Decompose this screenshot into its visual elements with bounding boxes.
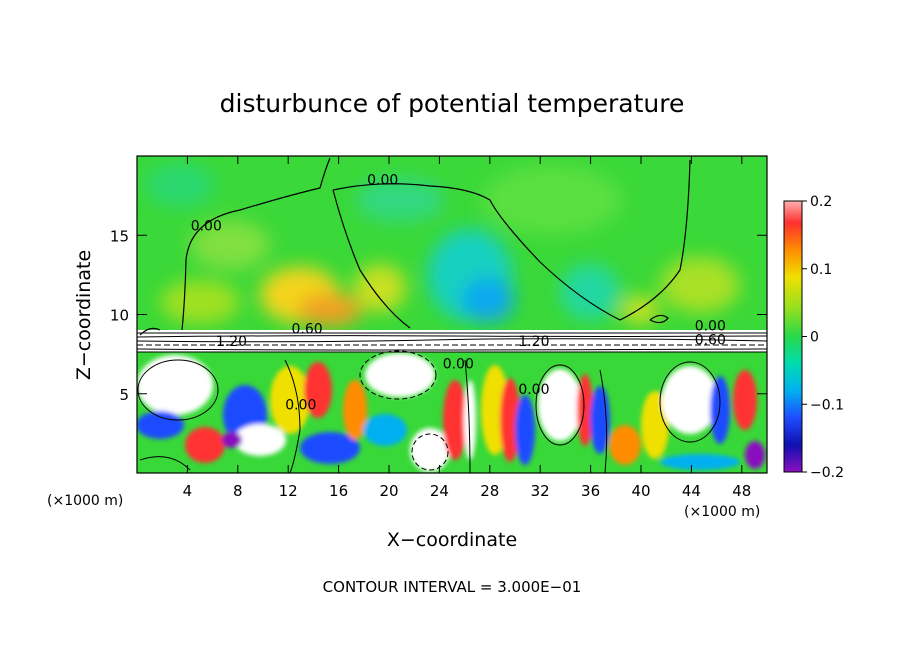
blob bbox=[609, 425, 641, 465]
x-tick-label: 40 bbox=[631, 482, 650, 500]
blob bbox=[462, 278, 514, 322]
blob bbox=[298, 294, 362, 326]
contour-interval-note: CONTOUR INTERVAL = 3.000E−01 bbox=[323, 578, 582, 596]
blob bbox=[464, 380, 476, 460]
colorbar-gradient bbox=[783, 200, 803, 473]
blob bbox=[560, 264, 620, 320]
blob bbox=[538, 369, 582, 441]
blob bbox=[577, 374, 593, 446]
blob bbox=[500, 378, 520, 462]
zero-contour bbox=[332, 159, 691, 321]
blob bbox=[745, 441, 765, 469]
contour-labels: 0.000.000.601.20 1.200.000.600.000.000.00 bbox=[191, 173, 726, 414]
blob bbox=[620, 296, 660, 324]
colorbar-tick-label: −0.1 bbox=[810, 397, 844, 413]
contour-label: 0.60 bbox=[292, 322, 323, 338]
zero-contour bbox=[139, 327, 161, 336]
contour-label: 0.00 bbox=[695, 318, 726, 334]
x-unit-right: (×1000 m) bbox=[684, 504, 760, 520]
y-axis-label: Z−coordinate bbox=[73, 250, 95, 380]
field-lower-blobs bbox=[137, 353, 765, 472]
x-tick-label: 44 bbox=[682, 482, 701, 500]
blob bbox=[234, 424, 286, 456]
blob bbox=[660, 257, 740, 313]
zero-contour bbox=[181, 157, 331, 331]
y-axis: 5 10 15 bbox=[110, 227, 767, 404]
contour-label: 0.00 bbox=[367, 173, 398, 189]
x-axis-label: X−coordinate bbox=[387, 529, 517, 551]
field-upper-blobs bbox=[145, 163, 740, 326]
blob bbox=[660, 454, 740, 470]
contour-label: 0.00 bbox=[285, 398, 316, 414]
zero-contours bbox=[139, 157, 691, 336]
lower-contours bbox=[137, 350, 721, 473]
x-tick-label: 8 bbox=[233, 482, 243, 500]
heatmap-field bbox=[137, 156, 767, 473]
contour-label: 0.00 bbox=[443, 356, 474, 372]
contour-label: 1.20 bbox=[216, 334, 247, 350]
contour-label: 0.00 bbox=[518, 382, 549, 398]
blob bbox=[160, 280, 240, 324]
colorbar-tick-label: 0.2 bbox=[810, 194, 832, 210]
x-unit-left: (×1000 m) bbox=[47, 493, 123, 509]
x-tick-label: 16 bbox=[329, 482, 348, 500]
blob bbox=[365, 353, 435, 397]
colorbar-tick-label: 0 bbox=[810, 330, 819, 346]
colorbar: 0.2 0.1 0 −0.1 −0.2 bbox=[783, 194, 844, 481]
zero-contour bbox=[649, 314, 669, 324]
x-tick-label: 12 bbox=[279, 482, 298, 500]
zero-contour bbox=[332, 189, 411, 329]
y-tick-label: 10 bbox=[110, 307, 129, 325]
y-tick-label: 5 bbox=[119, 386, 129, 404]
blob bbox=[662, 366, 718, 434]
blob bbox=[354, 264, 406, 312]
blob bbox=[137, 355, 213, 415]
blob bbox=[137, 411, 184, 439]
blob bbox=[641, 391, 669, 459]
colorbar-ticks: 0.2 0.1 0 −0.1 −0.2 bbox=[802, 194, 844, 481]
colorbar-tick-label: −0.2 bbox=[810, 465, 844, 481]
blob bbox=[190, 220, 270, 270]
colorbar-tick-label: 0.1 bbox=[810, 262, 832, 278]
blob bbox=[222, 432, 242, 448]
blob bbox=[300, 432, 360, 464]
blob bbox=[343, 380, 367, 440]
contour-label: 1.20 bbox=[518, 334, 549, 350]
contour-label: 0.60 bbox=[695, 333, 726, 349]
blob bbox=[304, 362, 332, 418]
blob bbox=[145, 163, 215, 207]
x-tick-label: 24 bbox=[430, 482, 449, 500]
blob bbox=[515, 395, 535, 465]
contour-label: 0.00 bbox=[191, 218, 222, 234]
x-tick-label: 48 bbox=[732, 482, 751, 500]
blob bbox=[733, 370, 757, 430]
x-axis: 4 8 12 16 20 24 28 32 36 40 44 48 bbox=[183, 156, 751, 500]
x-tick-label: 20 bbox=[379, 482, 398, 500]
y-tick-label: 15 bbox=[110, 227, 129, 245]
blob bbox=[482, 165, 622, 235]
blob bbox=[443, 380, 467, 460]
blob bbox=[710, 376, 730, 444]
blob bbox=[355, 178, 445, 222]
inversion-contours bbox=[137, 332, 767, 353]
x-tick-label: 36 bbox=[581, 482, 600, 500]
x-tick-label: 4 bbox=[183, 482, 193, 500]
blob bbox=[410, 428, 450, 472]
x-tick-label: 32 bbox=[531, 482, 550, 500]
chart-title: disturbunce of potential temperature bbox=[220, 89, 685, 118]
x-tick-label: 28 bbox=[480, 482, 499, 500]
blob bbox=[363, 414, 407, 446]
blob bbox=[185, 427, 225, 463]
